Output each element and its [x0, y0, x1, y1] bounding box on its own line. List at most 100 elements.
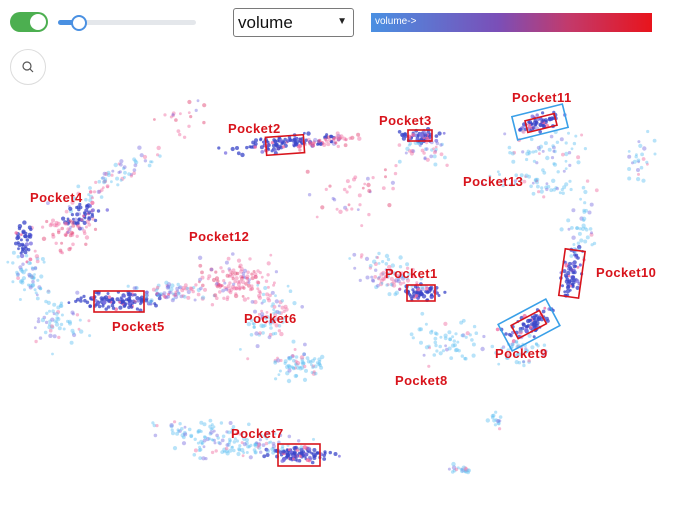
- point: [583, 239, 588, 244]
- point: [371, 176, 375, 180]
- view-toggle[interactable]: [10, 12, 48, 32]
- point: [370, 275, 374, 279]
- point: [335, 207, 339, 211]
- point: [166, 295, 171, 299]
- point: [553, 149, 557, 154]
- point: [315, 215, 319, 219]
- point: [236, 282, 241, 287]
- point: [574, 134, 578, 138]
- point: [407, 272, 411, 276]
- point: [376, 276, 380, 280]
- point: [567, 264, 571, 269]
- metric-select[interactable]: volume ▼: [233, 8, 354, 37]
- point: [258, 433, 263, 437]
- point: [155, 291, 160, 297]
- point: [178, 422, 182, 426]
- point: [594, 188, 599, 193]
- point: [181, 441, 187, 446]
- point: [452, 343, 457, 348]
- point: [262, 299, 267, 303]
- point: [137, 145, 142, 150]
- point: [576, 256, 580, 260]
- pocket-label[interactable]: Pocket13: [463, 174, 523, 189]
- point: [18, 298, 22, 301]
- point: [39, 287, 43, 291]
- point: [206, 277, 210, 281]
- pocket-label[interactable]: Pocket10: [596, 265, 656, 280]
- point: [416, 296, 420, 301]
- pocket-label[interactable]: Pocket2: [228, 121, 281, 136]
- point: [318, 363, 323, 368]
- point: [253, 272, 258, 277]
- point: [265, 311, 269, 314]
- size-slider[interactable]: [58, 15, 196, 31]
- pocket-label[interactable]: Pocket5: [112, 319, 165, 334]
- point: [646, 162, 649, 166]
- point: [645, 160, 649, 164]
- pocket-label[interactable]: Pocket9: [495, 346, 548, 361]
- pocket-label[interactable]: Pocket7: [231, 426, 284, 441]
- point: [527, 318, 532, 323]
- point: [133, 299, 137, 303]
- pocket11-highlight-box[interactable]: [510, 103, 570, 141]
- pocket3-box[interactable]: [407, 129, 433, 142]
- point: [199, 439, 204, 444]
- pocket-label[interactable]: Pocket1: [385, 266, 438, 281]
- point: [200, 296, 205, 301]
- point: [539, 189, 544, 194]
- point: [84, 197, 88, 202]
- pocket11-box[interactable]: [524, 112, 558, 134]
- point: [255, 280, 260, 285]
- point: [146, 301, 151, 306]
- point: [48, 333, 53, 338]
- point: [59, 250, 63, 254]
- pocket7-box[interactable]: [277, 443, 321, 467]
- point: [435, 332, 439, 336]
- point: [221, 269, 225, 274]
- point: [38, 286, 43, 291]
- point: [59, 304, 64, 308]
- point: [471, 342, 476, 347]
- point: [94, 180, 98, 184]
- point: [577, 231, 582, 236]
- point: [389, 276, 394, 281]
- pocket5-box[interactable]: [93, 290, 145, 313]
- pocket-label[interactable]: Pocket8: [395, 373, 448, 388]
- point: [570, 261, 575, 266]
- point: [249, 443, 253, 447]
- pocket-label[interactable]: Pocket4: [30, 190, 83, 205]
- point: [459, 320, 464, 325]
- point: [71, 312, 75, 316]
- pocket-label[interactable]: Pocket6: [244, 311, 297, 326]
- point: [526, 330, 529, 333]
- point: [353, 175, 358, 180]
- point: [111, 306, 116, 310]
- point: [45, 311, 49, 315]
- point: [258, 271, 262, 275]
- pocket1-box[interactable]: [406, 284, 436, 302]
- pocket9-highlight-box[interactable]: [497, 297, 561, 353]
- point: [266, 261, 271, 266]
- point: [245, 274, 250, 279]
- point: [111, 169, 115, 173]
- point: [52, 334, 57, 339]
- point: [248, 455, 253, 460]
- point: [254, 442, 258, 447]
- point: [310, 358, 315, 363]
- pocket-label[interactable]: Pocket11: [512, 90, 572, 105]
- point: [387, 292, 392, 297]
- pocket9-box[interactable]: [510, 309, 548, 340]
- pocket-label[interactable]: Pocket3: [379, 113, 432, 128]
- point: [332, 137, 336, 141]
- point: [544, 185, 548, 190]
- point: [385, 271, 389, 275]
- pocket2-box[interactable]: [264, 133, 306, 157]
- search-button[interactable]: [10, 49, 46, 85]
- point: [545, 187, 549, 192]
- point: [524, 175, 527, 179]
- pocket-label[interactable]: Pocket12: [189, 229, 249, 244]
- pocket10-box[interactable]: [557, 247, 587, 300]
- point: [234, 286, 239, 291]
- slider-thumb[interactable]: [70, 15, 87, 31]
